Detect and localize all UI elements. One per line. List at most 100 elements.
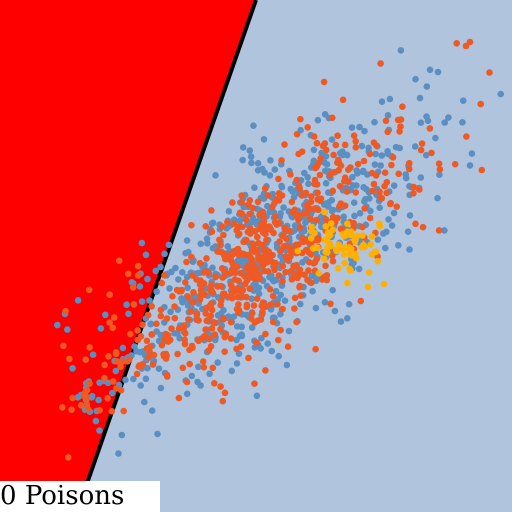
orange-point xyxy=(259,241,266,249)
blue-point xyxy=(102,311,109,319)
blue-point xyxy=(371,161,379,168)
orange-point xyxy=(384,128,392,136)
orange-point xyxy=(193,316,200,324)
orange-point xyxy=(77,402,85,409)
blue-point xyxy=(212,172,219,179)
orange-point xyxy=(267,301,274,308)
orange-point xyxy=(208,281,215,289)
orange-point xyxy=(477,100,485,108)
blue-point xyxy=(195,363,202,371)
orange-point xyxy=(259,261,267,269)
amber-point xyxy=(340,251,348,258)
orange-point xyxy=(316,171,324,179)
blue-point xyxy=(384,112,392,119)
blue-point xyxy=(148,407,156,415)
blue-point xyxy=(183,237,191,244)
blue-point xyxy=(209,244,217,252)
amber-point xyxy=(307,234,315,242)
blue-point xyxy=(441,227,448,234)
blue-point xyxy=(372,150,379,158)
orange-point xyxy=(221,252,228,259)
orange-point xyxy=(253,295,261,303)
blue-point xyxy=(89,351,97,359)
orange-point xyxy=(259,308,266,316)
amber-point xyxy=(374,257,382,265)
blue-point xyxy=(64,326,71,333)
blue-point xyxy=(238,332,246,340)
amber-point xyxy=(335,241,343,248)
orange-point xyxy=(66,355,73,363)
orange-point xyxy=(143,337,151,345)
orange-point xyxy=(329,114,336,122)
orange-point xyxy=(291,294,299,302)
orange-point xyxy=(157,306,165,314)
blue-point xyxy=(434,194,441,202)
orange-point xyxy=(293,318,300,326)
orange-point xyxy=(383,178,391,186)
orange-point xyxy=(127,330,134,338)
orange-point xyxy=(200,269,208,276)
amber-point xyxy=(364,283,372,291)
orange-point xyxy=(287,253,294,260)
orange-point xyxy=(257,316,265,323)
orange-point xyxy=(284,343,292,351)
blue-point xyxy=(239,156,246,164)
blue-point xyxy=(432,134,439,142)
blue-point xyxy=(349,173,356,181)
orange-point xyxy=(208,325,216,332)
orange-point xyxy=(436,166,444,173)
orange-point xyxy=(168,325,175,332)
amber-point xyxy=(321,208,328,216)
blue-point xyxy=(390,209,398,217)
blue-point xyxy=(247,153,255,160)
orange-point xyxy=(329,188,337,195)
orange-point xyxy=(337,162,345,169)
blue-point xyxy=(468,150,476,157)
orange-point xyxy=(104,395,111,402)
orange-point xyxy=(287,267,295,275)
blue-point xyxy=(165,241,173,249)
blue-point xyxy=(402,174,410,182)
amber-point xyxy=(344,220,351,227)
blue-point xyxy=(406,246,413,253)
orange-point xyxy=(262,367,269,374)
orange-point xyxy=(163,315,171,322)
orange-point xyxy=(220,314,227,322)
orange-point xyxy=(190,289,197,296)
blue-point xyxy=(340,213,348,221)
orange-point xyxy=(299,237,307,245)
blue-point xyxy=(388,222,396,229)
orange-point xyxy=(393,203,401,210)
orange-point xyxy=(235,277,242,285)
orange-point xyxy=(229,265,237,273)
orange-point xyxy=(211,331,219,338)
orange-point xyxy=(296,284,303,291)
amber-point xyxy=(361,243,369,251)
blue-point xyxy=(371,118,378,126)
orange-point xyxy=(203,317,210,325)
orange-point xyxy=(336,182,344,190)
orange-point xyxy=(304,124,312,131)
orange-point xyxy=(196,259,204,267)
orange-point xyxy=(86,380,93,387)
orange-point xyxy=(243,236,250,244)
orange-point xyxy=(313,139,321,147)
blue-point xyxy=(258,334,265,342)
orange-point xyxy=(82,356,89,364)
blue-point xyxy=(367,207,374,215)
orange-point xyxy=(59,404,66,411)
orange-point xyxy=(332,141,340,149)
orange-point xyxy=(341,178,348,185)
orange-point xyxy=(207,312,215,320)
blue-point xyxy=(264,340,272,347)
blue-point xyxy=(225,313,232,320)
amber-point xyxy=(320,255,328,263)
blue-point xyxy=(272,287,280,295)
orange-point xyxy=(361,205,369,212)
blue-point xyxy=(228,367,236,375)
blue-point xyxy=(385,216,392,223)
orange-point xyxy=(153,320,160,328)
orange-point xyxy=(124,358,131,365)
